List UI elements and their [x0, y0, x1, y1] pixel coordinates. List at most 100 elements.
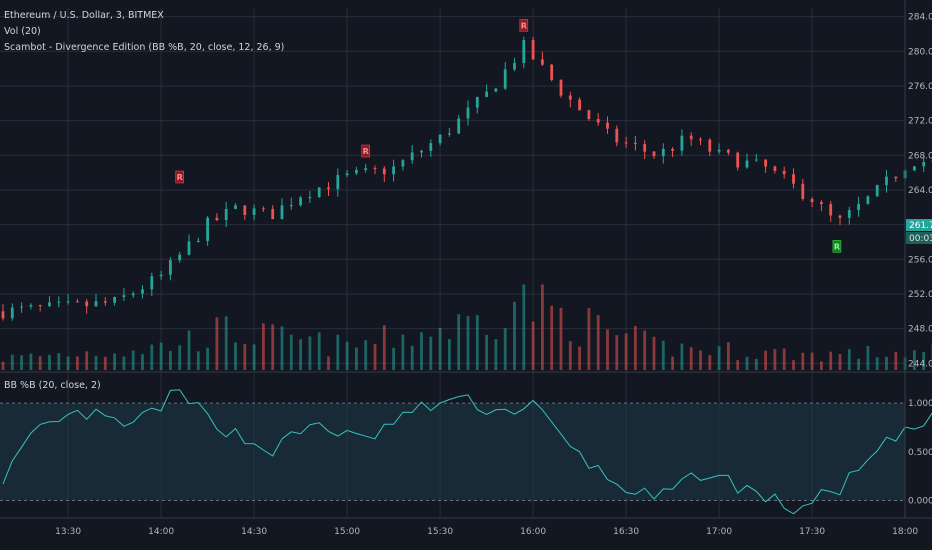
volume-bar — [885, 356, 888, 370]
candle-body — [113, 296, 116, 303]
volume-bar — [20, 355, 23, 370]
volume-bar — [745, 356, 749, 370]
candle-body — [420, 150, 423, 153]
volume-bar — [689, 347, 693, 370]
candle-body — [224, 208, 228, 221]
volume-bar — [829, 351, 833, 370]
time-axis-label: 14:00 — [148, 527, 174, 537]
candle-body — [689, 135, 693, 140]
price-badges: 261.75 00:03 — [906, 219, 932, 244]
candle-body — [624, 142, 628, 144]
candle-body — [410, 152, 414, 161]
volume-bar — [754, 358, 758, 370]
price-candles[interactable] — [1, 36, 932, 321]
current-price-badge — [906, 219, 932, 231]
volume-bar — [717, 346, 721, 370]
current-price-label: 261.75 — [909, 221, 932, 231]
candle-body — [457, 118, 461, 134]
candle-body — [754, 159, 758, 161]
volume-bar — [336, 334, 340, 370]
signal-label: R — [834, 242, 840, 251]
candle-body — [559, 79, 563, 96]
volume-bar — [373, 343, 377, 370]
bbpct-line — [2, 389, 932, 515]
candle-body — [866, 196, 870, 204]
time-axis-label: 17:00 — [706, 527, 732, 537]
candle-body — [345, 173, 349, 176]
volume-bar — [206, 347, 209, 370]
candle-body — [661, 148, 665, 157]
candle-body — [578, 99, 581, 111]
candle-body — [131, 293, 135, 296]
volume-bar — [355, 347, 358, 370]
candle-body — [448, 133, 451, 135]
candle-body — [243, 205, 247, 215]
volume-bar — [131, 350, 135, 370]
candle-body — [522, 40, 526, 64]
price-axis-label: 244.00 — [908, 359, 932, 369]
volume-legend[interactable]: Vol (20) — [4, 26, 41, 37]
divergence-signals[interactable]: RRRRRRRRR — [175, 19, 932, 282]
volume-bar — [262, 323, 265, 370]
candle-body — [792, 174, 795, 184]
volume-bar — [782, 348, 786, 370]
volume-bar — [215, 317, 219, 370]
indicator-legend[interactable]: Scambot - Divergence Edition (BB %B, 20,… — [4, 42, 285, 53]
candle-body — [838, 215, 842, 218]
symbol-legend[interactable]: Ethereum / U.S. Dollar, 3, BITMEX — [4, 10, 164, 21]
volume-bar — [680, 343, 684, 370]
volume-bar — [671, 356, 674, 370]
candle-body — [708, 139, 712, 152]
volume-bar — [103, 356, 107, 370]
volume-bar — [410, 345, 414, 370]
volume-bar — [382, 325, 386, 370]
candle-body — [466, 107, 470, 119]
countdown-label: 00:03 — [909, 234, 932, 244]
volume-bar — [457, 314, 461, 370]
volume-bar — [578, 346, 581, 370]
axes: 284.00280.00276.00272.00268.00264.00260.… — [0, 0, 932, 537]
volume-bar — [810, 352, 814, 370]
oscillator-band-fill — [0, 403, 905, 501]
candle-body — [494, 88, 498, 92]
volume-bar — [243, 343, 247, 370]
candle-body — [10, 307, 14, 319]
candle-body — [141, 289, 144, 294]
volume-bar — [857, 358, 860, 370]
candle-body — [438, 134, 442, 144]
bearish-signal-tag — [519, 19, 529, 32]
candle-body — [196, 240, 200, 242]
volume-bars — [1, 284, 932, 370]
candle-body — [531, 40, 535, 60]
volume-bar — [485, 334, 488, 370]
candle-body — [643, 144, 647, 152]
volume-bar — [913, 350, 916, 370]
candle-body — [271, 208, 275, 220]
volume-bar — [401, 334, 405, 370]
volume-bar — [48, 354, 51, 370]
time-axis-label: 17:30 — [799, 527, 825, 537]
price-axis-label: 264.00 — [908, 186, 932, 196]
price-axis-label: 248.00 — [908, 325, 932, 335]
candle-body — [699, 139, 702, 141]
volume-bar — [29, 353, 33, 370]
volume-bar — [866, 346, 870, 370]
volume-bar — [652, 336, 656, 370]
price-axis-label: 276.00 — [908, 82, 932, 92]
candle-body — [485, 91, 488, 97]
candle-body — [20, 306, 23, 308]
volume-bar — [85, 351, 89, 370]
volume-bar — [224, 316, 228, 370]
candle-body — [48, 302, 51, 307]
volume-bar — [466, 316, 470, 370]
oscillator-legend[interactable]: BB %B (20, close, 2) — [4, 380, 101, 391]
candle-body — [475, 96, 479, 108]
candle-body — [169, 260, 172, 275]
volume-bar — [559, 307, 563, 370]
time-axis-label: 13:30 — [55, 527, 81, 537]
price-axis-label: 256.00 — [908, 255, 932, 265]
candle-body — [355, 169, 358, 174]
volume-bar — [792, 360, 795, 370]
